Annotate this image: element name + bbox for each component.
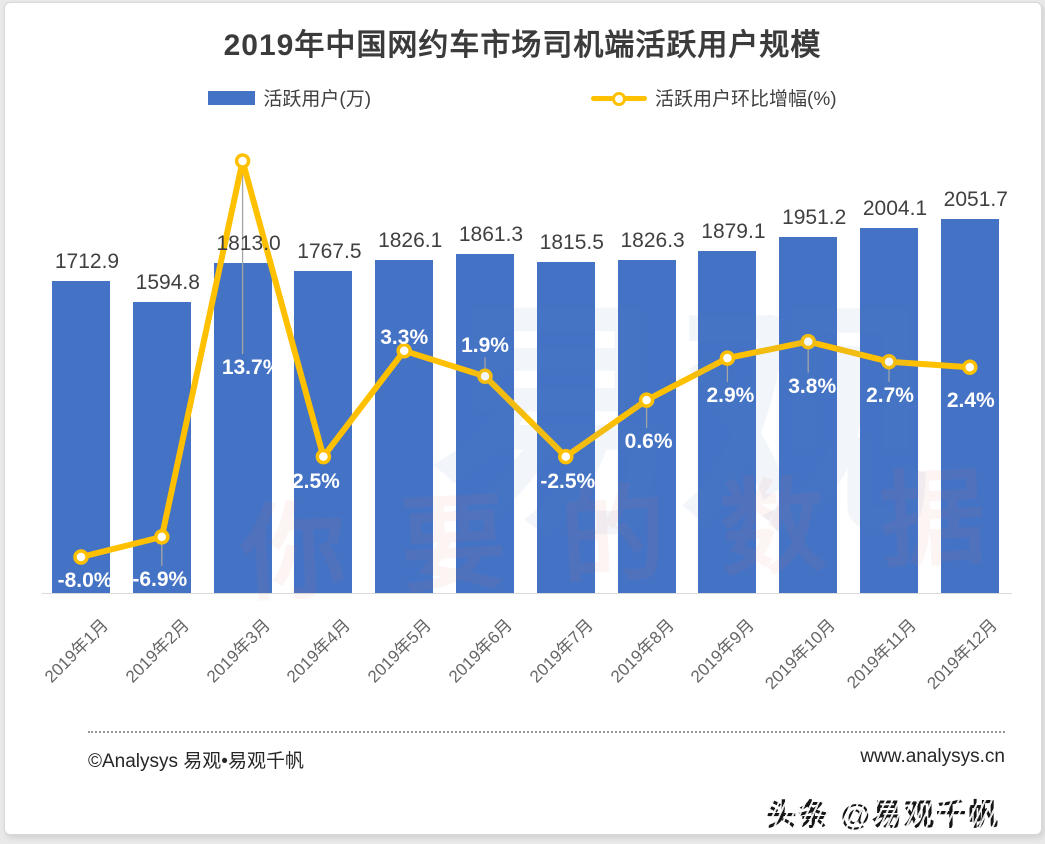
legend-item-line: 活跃用户环比增幅(%) [591,84,837,111]
line-point-marker [638,392,655,408]
legend-bar-label: 活跃用户(万) [263,89,372,110]
bar-7 [536,262,595,593]
bar-value-label: 2004.1 [862,196,928,220]
legend-line-label: 活跃用户环比增幅(%) [655,89,837,110]
line-point-marker [234,153,251,169]
bar-value-label: 1826.3 [620,229,685,253]
chart-title: 2019年中国网约车市场司机端活跃用户规模 [223,29,822,62]
line-point-marker [962,359,978,375]
line-point-label: 3.3% [380,325,429,349]
toutiao-stamp: 头条 @易观千帆 [766,790,1000,834]
bar-11 [860,227,918,593]
line-point-label: 2.4% [946,389,995,413]
bar-value-label: 1861.3 [458,222,524,246]
line-point-marker [315,448,332,465]
trend-line [78,158,973,560]
bar-9 [698,250,757,593]
line-point-marker [719,350,736,366]
bar-value-label: 1767.5 [297,239,362,263]
footer-divider [88,731,1005,733]
line-point-label: 0.6% [624,430,673,454]
line-marker-icon [591,90,648,106]
bar-value-label: 1813.0 [216,231,281,255]
legend: 活跃用户(万) 活跃用户环比增幅(%) [0,84,1045,111]
footer-url: www.analysys.cn [860,746,1005,767]
bar-value-label: 1826.1 [378,229,443,253]
bar-value-label: 1951.2 [782,206,847,230]
line-point-marker [558,448,574,465]
line-point-marker [154,529,170,545]
bar-5 [375,260,434,593]
bar-swatch-icon [208,90,256,105]
legend-item-bar: 活跃用户(万) [208,84,371,111]
line-point-label: 2.7% [866,383,914,407]
bar-10 [779,237,838,593]
line-point-label: 2.9% [706,384,755,408]
footer: ©Analysys 易观•易观千帆 www.analysys.cn [88,746,1005,773]
line-point-label: -2.5% [540,469,596,493]
line-point-label: 1.9% [461,334,509,358]
line-point-marker [477,368,493,385]
bar-value-label: 1594.8 [135,271,200,295]
footer-copyright: ©Analysys 易观•易观千帆 [88,751,304,772]
bar-value-label: 1712.9 [54,249,120,273]
line-point-label: 13.7% [221,356,282,379]
line-point-marker [881,353,897,370]
line-point-marker [800,333,816,350]
bar-value-label: 1879.1 [701,219,766,243]
bar-value-label: 2051.7 [943,188,1008,211]
bar-1 [52,280,110,593]
bar-12 [940,219,999,593]
line-point-label: 3.8% [788,374,837,398]
bar-6 [456,253,514,593]
line-point-label: -8.0% [57,569,113,592]
line-point-label: -2.5% [284,469,340,493]
x-axis-line [42,593,1012,594]
line-point-label: -6.9% [132,567,188,591]
line-point-marker [73,549,89,565]
line-point-marker [396,343,412,359]
bar-value-label: 1815.5 [539,231,604,255]
